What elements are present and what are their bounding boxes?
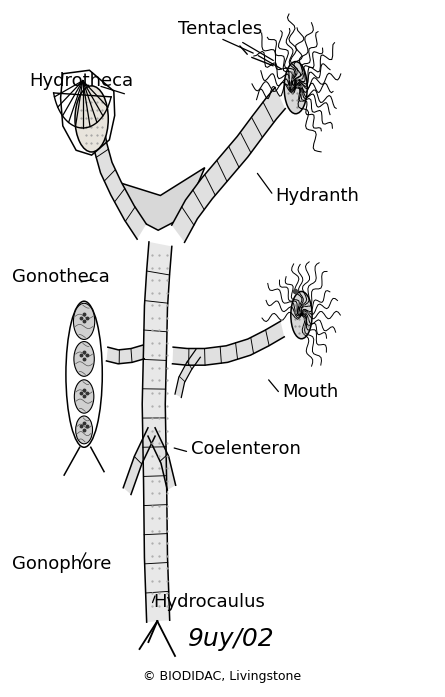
Ellipse shape [74, 342, 94, 376]
Text: © BIODIDAC, Livingstone: © BIODIDAC, Livingstone [143, 671, 302, 683]
Ellipse shape [284, 61, 307, 114]
Ellipse shape [74, 380, 94, 413]
Text: Tentacles: Tentacles [178, 20, 263, 38]
Text: Hydrocaulus: Hydrocaulus [154, 593, 266, 611]
Ellipse shape [73, 303, 95, 339]
Polygon shape [148, 428, 176, 490]
Text: Gonotheca: Gonotheca [12, 268, 109, 286]
Polygon shape [91, 127, 146, 239]
Polygon shape [172, 88, 285, 243]
Polygon shape [123, 428, 155, 494]
Text: Mouth: Mouth [283, 383, 339, 401]
Polygon shape [116, 168, 205, 230]
Polygon shape [106, 345, 144, 364]
Text: Hydrotheca: Hydrotheca [29, 72, 134, 89]
Text: Hydranth: Hydranth [276, 187, 360, 205]
Polygon shape [175, 349, 200, 397]
Ellipse shape [76, 416, 93, 444]
Ellipse shape [75, 86, 108, 152]
Text: Coelenteron: Coelenteron [191, 441, 301, 458]
Polygon shape [173, 321, 284, 365]
Polygon shape [142, 242, 172, 622]
Ellipse shape [66, 301, 102, 447]
Ellipse shape [291, 291, 312, 339]
Text: 9uy/02: 9uy/02 [188, 627, 275, 651]
Text: Gonophore: Gonophore [12, 555, 111, 573]
